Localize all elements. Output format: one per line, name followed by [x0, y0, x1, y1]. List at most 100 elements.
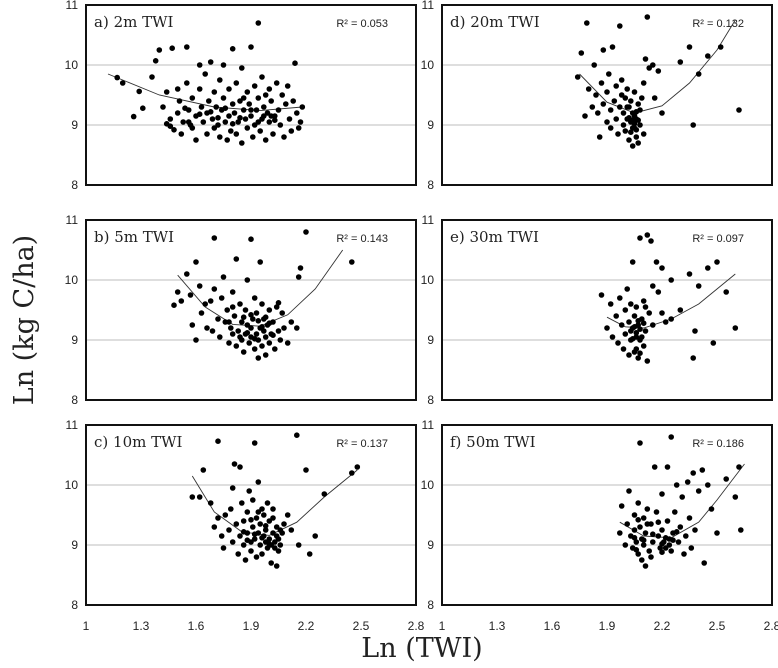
data-point: [644, 358, 651, 364]
data-point: [281, 521, 287, 527]
data-point: [635, 101, 641, 107]
data-point: [611, 98, 618, 104]
data-point: [215, 316, 221, 322]
data-point: [284, 512, 291, 518]
data-point: [174, 86, 181, 92]
data-point: [607, 107, 614, 113]
data-point: [655, 68, 662, 74]
data-point: [244, 89, 251, 95]
data-point: [266, 340, 273, 346]
data-point: [281, 134, 287, 140]
data-point: [253, 515, 260, 521]
data-point: [277, 122, 284, 128]
data-point: [631, 535, 638, 541]
data-point: [272, 539, 278, 545]
data-point: [209, 116, 216, 122]
data-point: [686, 515, 693, 521]
data-point: [189, 95, 196, 101]
data-point: [248, 44, 254, 50]
data-point: [626, 319, 632, 325]
data-point: [624, 104, 630, 110]
data-point: [207, 59, 214, 65]
data-point: [695, 283, 702, 289]
data-point: [659, 549, 665, 555]
plot-frame: [441, 424, 773, 606]
data-point: [640, 80, 647, 86]
data-point: [659, 110, 665, 116]
data-point: [705, 53, 711, 59]
x-tick-label: 1: [439, 619, 446, 633]
data-point: [169, 45, 175, 51]
data-point: [248, 325, 254, 331]
data-point: [606, 71, 612, 77]
data-point: [240, 518, 247, 524]
data-point: [237, 301, 243, 307]
y-tick-label: 9: [427, 333, 434, 347]
data-point: [738, 527, 744, 533]
data-point: [226, 527, 232, 533]
data-point: [714, 259, 720, 265]
data-point: [231, 110, 238, 116]
data-point: [114, 74, 120, 81]
data-point: [235, 119, 241, 125]
data-point: [628, 301, 634, 307]
data-point: [270, 515, 276, 521]
data-point: [251, 536, 258, 542]
data-point: [622, 542, 629, 548]
data-point: [299, 104, 306, 110]
data-point: [207, 298, 214, 304]
data-point: [679, 494, 685, 500]
x-tick-label: 2.2: [654, 619, 671, 633]
data-point: [180, 119, 186, 125]
y-tick-label: 11: [422, 418, 435, 432]
data-point: [732, 325, 739, 331]
data-point: [244, 330, 251, 336]
data-point: [224, 137, 230, 143]
data-point: [262, 137, 269, 143]
data-point: [226, 340, 232, 346]
data-point: [644, 506, 651, 512]
data-point: [211, 125, 218, 131]
trend-curve: [579, 19, 736, 114]
data-point: [640, 542, 647, 548]
data-point: [226, 86, 232, 92]
data-point: [288, 128, 295, 134]
data-point: [629, 143, 636, 149]
data-point: [650, 283, 656, 289]
data-point: [692, 527, 698, 533]
data-point: [732, 494, 739, 500]
y-tick-label: 9: [71, 118, 78, 132]
data-point: [637, 524, 643, 530]
data-point: [677, 524, 684, 530]
data-point: [262, 352, 269, 358]
panel-label: f) 50m TWI: [450, 433, 536, 451]
x-axis-right: 1 1.3 1.6 1.9 2.2 2.5 2.8: [439, 619, 778, 633]
data-point: [695, 488, 702, 494]
data-point: [613, 313, 619, 319]
data-point: [349, 470, 355, 476]
data-point: [673, 529, 680, 535]
data-point: [620, 110, 627, 116]
data-point: [204, 325, 210, 331]
data-point: [277, 527, 284, 533]
data-point: [624, 86, 630, 92]
data-point: [659, 541, 665, 547]
x-tick-label: 2.2: [298, 619, 315, 633]
data-point: [239, 65, 245, 71]
data-point: [261, 113, 267, 119]
data-point: [275, 548, 282, 554]
y-tick-label: 10: [65, 478, 79, 492]
data-point: [629, 125, 636, 131]
data-point: [591, 62, 597, 68]
data-point: [613, 83, 619, 89]
data-point: [284, 83, 291, 89]
data-point: [650, 62, 656, 68]
data-point: [264, 110, 271, 116]
data-point: [229, 539, 236, 545]
data-point: [582, 113, 588, 119]
x-tick-label: 1.3: [489, 619, 506, 633]
data-point: [653, 509, 660, 515]
data-point: [242, 116, 249, 122]
data-point: [688, 545, 695, 551]
